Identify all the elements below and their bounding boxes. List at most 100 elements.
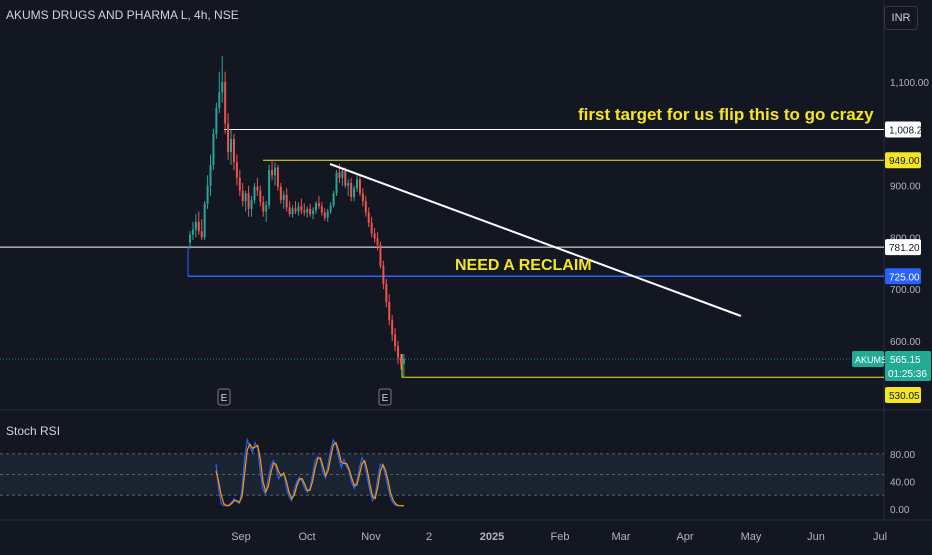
stoch-rsi-band-fill [0, 453, 884, 496]
candle-body [279, 186, 282, 201]
time-tick-label: 2 [426, 531, 432, 543]
candle-body [332, 193, 335, 206]
candle-body [218, 92, 221, 108]
candle-body [241, 190, 244, 202]
horizontal-levels [0, 129, 884, 378]
candle-body [309, 208, 312, 215]
price-tick-label: 600.00 [890, 337, 921, 348]
candle-body [303, 210, 306, 213]
candle-body [402, 359, 405, 364]
downtrend-line [329, 163, 742, 317]
annotation-reclaim-text: NEED A RECLAIM [455, 257, 592, 274]
price-axis[interactable]: 1,100.00 900.00 800.00 700.00 600.00 [890, 78, 929, 348]
price-label-text: 1,008.25 [889, 126, 928, 137]
trendline-group [329, 163, 742, 317]
time-tick-label: Apr [676, 531, 693, 543]
candle-body [247, 193, 250, 209]
candle-body [203, 203, 206, 238]
candle-body [191, 229, 194, 235]
candle-body [347, 183, 350, 186]
candle-body [367, 212, 370, 223]
candle-body [200, 231, 203, 238]
candle-body [232, 138, 235, 163]
candle-body [259, 190, 262, 203]
candle-body [382, 265, 385, 285]
time-tick-label: Mar [612, 531, 631, 543]
candle-body [235, 162, 238, 178]
candle-body [364, 201, 367, 213]
countdown-text: 01:25:36 [888, 369, 927, 380]
candle-body [194, 221, 197, 230]
time-tick-label: 2025 [480, 531, 504, 543]
symbol-tag-box [852, 351, 884, 368]
candle-body [197, 221, 200, 232]
candle-body [353, 188, 356, 197]
candle-body [306, 208, 309, 213]
stoch-rsi-k-line [215, 437, 404, 507]
candle-body [224, 82, 227, 124]
candle-body [209, 164, 212, 186]
candle-body [297, 206, 300, 212]
stoch-rsi-background [0, 453, 884, 496]
candle-body [300, 206, 303, 211]
candle-body [285, 194, 288, 208]
candle-body [238, 177, 241, 191]
earnings-marker-box [378, 388, 392, 406]
candle-body [335, 172, 338, 194]
stoch-rsi-label: Stoch RSI [6, 424, 61, 438]
candle-body [388, 302, 391, 321]
candle-body [323, 212, 326, 218]
candle-body [244, 193, 247, 202]
candle-body [329, 205, 332, 212]
candle-body [265, 205, 268, 212]
earnings-marker-box [217, 388, 231, 406]
price-label-box [885, 268, 921, 285]
candle-body [256, 186, 259, 191]
candle-body [189, 234, 191, 243]
price-tick-label: 700.00 [890, 285, 921, 296]
symbol-tag-text: AKUMS [855, 355, 887, 365]
candle-body [250, 200, 253, 209]
price-labels: 1,008.25 949.00 781.20 725.00 530.05 AKUMS 565… [852, 121, 931, 403]
price-tick-label: 900.00 [890, 182, 921, 193]
earnings-marker-label: E [382, 393, 389, 404]
time-tick-label: Jul [873, 531, 887, 543]
candle-body [282, 194, 285, 201]
stoch-rsi-tick-label: 40.00 [890, 477, 915, 488]
time-tick-label: Feb [551, 531, 570, 543]
candle-body [376, 238, 379, 246]
candle-body [385, 284, 388, 303]
candle-body [320, 206, 323, 213]
stoch-rsi-d-line [215, 441, 404, 507]
candle-body [273, 167, 276, 176]
stoch-rsi-axis: 80.00 40.00 0.00 [890, 450, 915, 516]
candle-body [341, 171, 344, 178]
currency-button[interactable]: INR [884, 6, 918, 30]
time-tick-label: Jun [807, 531, 825, 543]
candle-body [227, 123, 230, 152]
candle-body [230, 138, 233, 152]
price-label-text: 949.00 [889, 156, 920, 167]
time-tick-label: Oct [298, 531, 315, 543]
price-label-text: 725.00 [889, 272, 920, 283]
candlestick-series [189, 56, 405, 378]
candle-body [206, 185, 209, 204]
price-tick-label: 800.00 [890, 233, 921, 244]
annotations-group: first target for us flip this to go craz… [455, 105, 874, 274]
candle-body [212, 133, 215, 165]
price-label-box [885, 239, 921, 256]
stoch-rsi-series [215, 437, 404, 507]
price-label-box [885, 152, 921, 169]
candle-body [338, 172, 341, 178]
candle-body [262, 202, 265, 212]
candle-body [379, 245, 382, 266]
price-tick-label: 1,100.00 [890, 78, 929, 89]
candle-body [288, 207, 291, 215]
candle-body [271, 170, 274, 176]
candle-body [399, 357, 402, 364]
last-price-text: 565.15 [890, 355, 921, 366]
price-label-text: 781.20 [889, 243, 920, 254]
time-axis[interactable]: Sep Oct Nov 2 2025 Feb Mar Apr May Jun Jul [231, 531, 887, 543]
